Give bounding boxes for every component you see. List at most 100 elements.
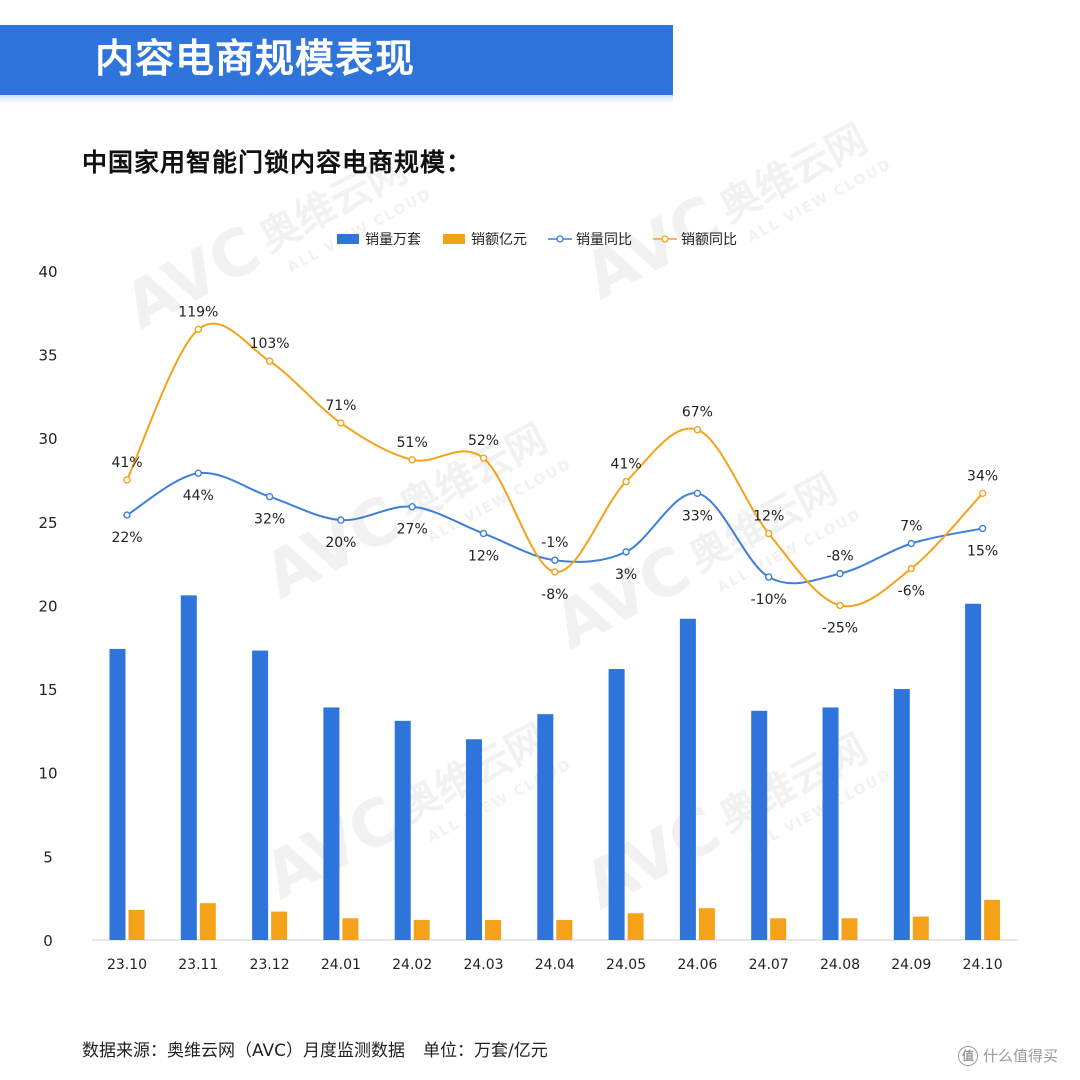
line-point (765, 573, 773, 581)
source-text: 数据来源：奥维云网（AVC）月度监测数据 (82, 1041, 406, 1061)
line-point (265, 492, 274, 501)
x-tick-label: 23.11 (178, 957, 218, 973)
y-tick-label: 20 (38, 597, 57, 615)
line-point (907, 539, 915, 548)
bar-sales-volume (537, 714, 554, 940)
bar-sales-amount (271, 911, 288, 940)
line-point (765, 529, 773, 538)
bar-sales-amount (128, 909, 145, 940)
data-label: 27% (397, 522, 428, 538)
line-point (479, 529, 488, 538)
legend-label: 销量万套 (365, 232, 421, 248)
line-point (693, 426, 702, 434)
data-label: 22% (111, 530, 142, 546)
y-tick-label: 5 (43, 848, 53, 866)
x-tick-label: 24.08 (820, 957, 860, 973)
data-source: 数据来源：奥维云网（AVC）月度监测数据 单位：万套/亿元 (82, 1036, 548, 1061)
line-sales-volume-yoy (126, 471, 983, 585)
bar-sales-amount (841, 918, 858, 940)
bar-sales-volume (466, 739, 482, 940)
data-label: 3% (615, 567, 637, 583)
data-label: -1% (541, 535, 568, 551)
data-label: 51% (397, 435, 428, 451)
line-point (978, 489, 987, 498)
bar-sales-volume (822, 707, 839, 940)
line-point (622, 548, 630, 556)
line-point (194, 469, 203, 477)
x-tick-label: 24.03 (463, 957, 503, 973)
line-point (337, 419, 345, 427)
line-point (265, 357, 274, 365)
watermark-logo-text: AVC (573, 182, 733, 314)
legend-marker (661, 235, 669, 243)
data-label: 52% (468, 433, 499, 449)
bar-sales-amount (627, 913, 644, 940)
bar-sales-volume (109, 648, 126, 940)
x-tick-label: 24.05 (606, 957, 646, 973)
line-point (408, 502, 416, 511)
x-tick-label: 24.09 (891, 957, 931, 973)
line-point (551, 556, 559, 564)
data-label: 12% (468, 548, 499, 564)
x-tick-label: 24.01 (321, 957, 361, 973)
bar-sales-volume (679, 618, 696, 940)
x-tick-label: 24.10 (963, 957, 1003, 973)
bar-sales-amount (770, 918, 787, 940)
header-banner (0, 25, 673, 95)
x-tick-label: 24.07 (749, 957, 789, 973)
watermark-logo-text: AVC (573, 792, 733, 924)
line-point (622, 477, 630, 486)
y-tick-label: 15 (38, 681, 57, 699)
line-point (836, 601, 844, 610)
x-tick-label: 24.02 (392, 957, 432, 973)
bar-sales-volume (252, 650, 269, 940)
bar-sales-amount (984, 899, 1001, 940)
bar-sales-amount (698, 908, 715, 940)
legend-swatch (443, 234, 465, 244)
line-point (551, 568, 559, 576)
line-point (408, 456, 416, 464)
data-label: 7% (900, 518, 922, 534)
bar-sales-amount (485, 919, 501, 940)
brand-mark: 值 什么值得买 (957, 1045, 1058, 1066)
bar-sales-volume (180, 595, 197, 940)
data-label: 32% (254, 512, 285, 528)
line-point (479, 454, 488, 462)
x-tick-label: 24.06 (677, 957, 717, 973)
x-tick-label: 24.04 (535, 957, 575, 973)
bar-sales-amount (556, 919, 573, 940)
bar-sales-amount (912, 916, 929, 940)
legend-label: 销量同比 (576, 232, 632, 248)
data-label: -6% (898, 584, 925, 600)
watermark-logo-text: AVC (113, 212, 273, 344)
line-point (907, 564, 915, 573)
bar-sales-amount (342, 918, 359, 940)
data-label: 20% (325, 535, 356, 551)
data-label: -8% (826, 549, 853, 565)
bar-sales-volume (608, 668, 625, 940)
data-label: 71% (325, 398, 356, 414)
bar-sales-amount (199, 903, 216, 940)
data-label: 12% (753, 508, 784, 524)
line-point (337, 516, 345, 524)
data-label: -8% (541, 587, 568, 603)
y-tick-label: 25 (38, 514, 57, 532)
data-label: -10% (751, 592, 787, 608)
bar-sales-volume (323, 707, 340, 940)
chart-title: 中国家用智能门锁内容电商规模： (82, 148, 473, 177)
legend-label: 销额亿元 (471, 232, 527, 248)
data-label: 33% (682, 508, 713, 524)
y-tick-label: 0 (43, 932, 53, 950)
y-tick-label: 40 (38, 263, 57, 281)
bar-sales-amount (413, 919, 430, 940)
line-point (194, 325, 203, 334)
legend-swatch (337, 234, 359, 244)
data-label: 41% (611, 457, 642, 473)
bar-sales-volume (751, 710, 768, 940)
data-label: 44% (183, 488, 214, 504)
x-tick-label: 23.10 (107, 957, 147, 973)
data-label: 34% (967, 468, 998, 484)
y-tick-label: 35 (38, 346, 57, 364)
